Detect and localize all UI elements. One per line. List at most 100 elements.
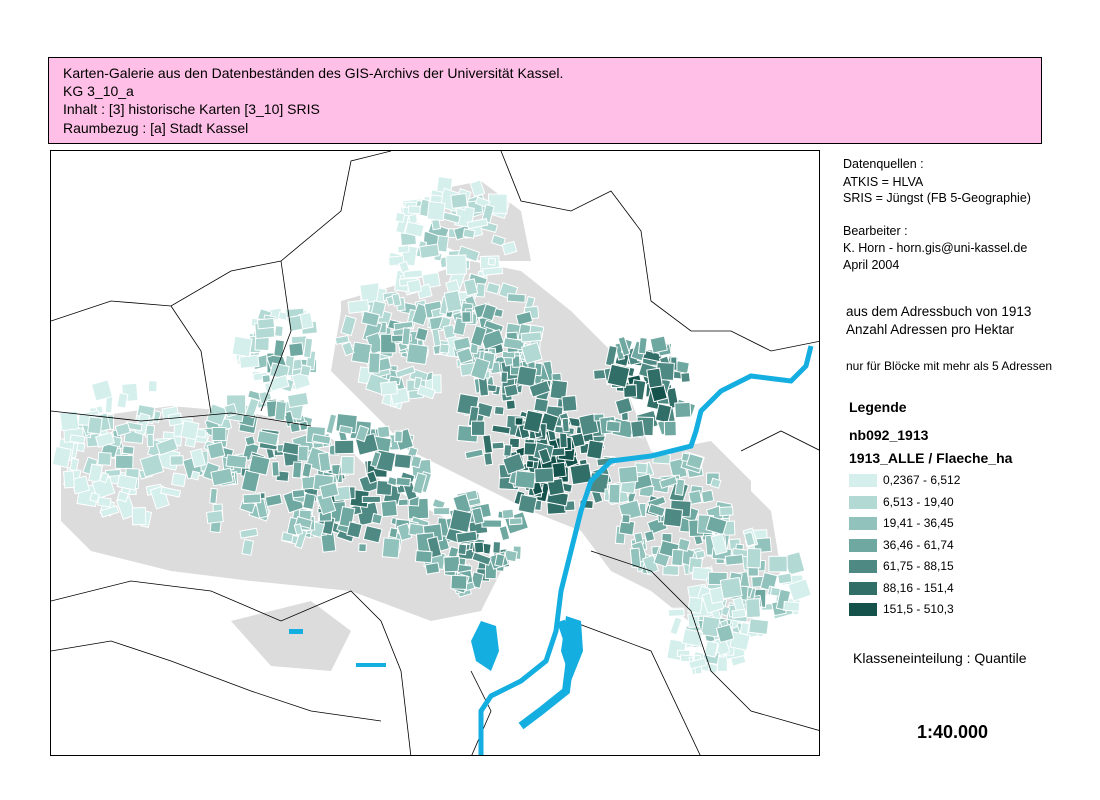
city-block [69,434,86,445]
city-block [180,419,200,441]
city-block [317,451,332,473]
city-block [724,554,744,566]
city-block [617,465,639,484]
city-block [334,439,355,455]
city-block [471,551,492,566]
city-block [114,454,134,470]
boundary [570,620,701,755]
city-block [394,430,403,443]
city-block [520,341,543,365]
legend-label: 88,16 - 151,4 [883,580,954,595]
city-block [456,347,474,365]
city-block [705,515,728,536]
city-block [719,576,743,600]
city-block [146,433,154,448]
city-block [604,344,618,367]
city-block [398,260,411,274]
classification: Klasseneinteilung : Quantile [853,650,1027,666]
city-block [481,519,503,528]
city-block [205,510,224,524]
sources-line: SRIS = Jüngst (FB 5-Geographie) [843,191,1031,205]
city-block [395,365,416,379]
city-block [424,562,441,575]
city-block [494,553,506,568]
city-block [395,476,411,487]
header-line: Raumbezug : [a] Stadt Kassel [63,120,249,136]
city-block [380,380,398,396]
legend-swatch [849,538,877,552]
city-block [99,505,120,518]
city-block [346,521,363,539]
city-block [360,310,381,327]
city-block [457,543,468,556]
city-block [273,339,286,358]
city-block [658,475,678,489]
city-block [51,445,72,469]
legend-swatch [849,603,877,616]
city-block [485,281,501,295]
city-block [614,396,634,416]
editor-line: K. Horn - horn.gis@uni-kassel.de [843,241,1028,255]
city-block [256,430,280,447]
city-block [533,397,550,413]
city-block [743,531,756,547]
city-block [325,413,338,435]
gray-area [231,601,351,671]
city-block [475,282,486,298]
legend-label: 36,46 - 61,74 [883,537,954,552]
city-block [503,383,519,398]
city-block [394,211,406,223]
city-block [637,336,648,355]
city-block [116,490,129,503]
city-block [189,448,206,468]
city-block [623,384,638,398]
boundary [170,305,212,414]
legend-label: 151,5 - 510,3 [883,602,954,616]
city-block [630,420,645,438]
city-block [121,445,135,455]
city-block [549,379,569,401]
boundary [51,580,412,755]
city-block [210,467,234,487]
city-block [391,293,402,307]
blocks [51,176,812,676]
city-block [87,416,103,435]
city-block [498,525,511,542]
city-block [211,427,227,442]
city-block [334,334,350,345]
city-block [95,431,116,448]
city-block [450,574,468,590]
city-block [506,293,526,303]
city-block [643,530,656,543]
city-block [768,555,788,573]
city-block [501,508,515,520]
boundary [260,260,292,412]
city-block [160,486,182,498]
city-block [114,422,131,437]
city-block [654,403,673,424]
city-block [647,503,666,518]
city-block [97,451,112,466]
city-block [516,365,538,388]
city-block [241,538,255,556]
city-block [274,325,284,338]
city-block [703,640,719,658]
city-block [537,447,552,465]
legend-layer: nb092_1913 [849,427,929,443]
legend-swatch [849,560,877,573]
city-block [466,218,489,230]
city-block [748,618,770,635]
district-boundaries [51,151,819,755]
city-block [479,328,505,350]
city-block [739,621,750,636]
city-block [505,399,517,411]
city-block [431,218,442,231]
city-block [694,549,706,560]
lakes [289,616,583,681]
city-block [469,179,486,198]
city-block [463,278,479,297]
legend-swatch [849,517,877,530]
map [51,151,819,755]
city-block [515,310,534,326]
